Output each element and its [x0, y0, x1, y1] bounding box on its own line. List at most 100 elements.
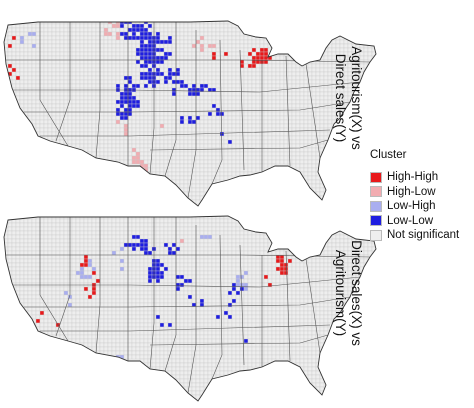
county-cell: [280, 263, 284, 267]
county-cell: [296, 140, 300, 144]
county-cell: [100, 140, 104, 144]
county-cell: [144, 64, 148, 68]
county-cell: [272, 124, 276, 128]
county-cell: [88, 100, 92, 104]
county-cell: [76, 84, 80, 88]
county-cell: [252, 84, 256, 88]
county-cell: [256, 235, 260, 239]
county-cell: [156, 120, 160, 124]
county-cell: [40, 68, 44, 72]
county-cell: [116, 239, 120, 243]
county-cell: [184, 235, 188, 239]
county-cell: [176, 132, 180, 136]
county-cell: [76, 239, 80, 243]
county-cell: [168, 52, 172, 56]
county-cell: [188, 267, 192, 271]
county-cell: [188, 283, 192, 287]
county-cell: [160, 80, 164, 84]
county-cell: [276, 92, 280, 96]
county-cell: [216, 299, 220, 303]
county-cell: [188, 100, 192, 104]
county-cell: [304, 76, 308, 80]
county-cell: [368, 247, 372, 251]
county-cell: [144, 36, 148, 40]
county-cell: [232, 68, 236, 72]
county-cell: [88, 124, 92, 128]
county-cell: [144, 92, 148, 96]
county-cell: [132, 128, 136, 132]
county-cell: [192, 263, 196, 267]
county-cell: [8, 227, 12, 231]
county-cell: [228, 76, 232, 80]
county-cell: [144, 120, 148, 124]
county-cell: [212, 235, 216, 239]
county-cell: [204, 140, 208, 144]
county-cell: [244, 68, 248, 72]
county-cell: [112, 267, 116, 271]
county-cell: [252, 68, 256, 72]
county-cell: [140, 80, 144, 84]
county-cell: [92, 271, 96, 275]
county-cell: [24, 271, 28, 275]
county-cell: [128, 251, 132, 255]
county-cell: [140, 287, 144, 291]
county-cell: [144, 263, 148, 267]
county-cell: [184, 128, 188, 132]
county-cell: [200, 104, 204, 108]
county-cell: [244, 40, 248, 44]
county-cell: [180, 180, 184, 184]
county-cell: [184, 76, 188, 80]
county-cell: [132, 100, 136, 104]
county-cell: [276, 100, 280, 104]
county-cell: [160, 235, 164, 239]
county-cell: [252, 239, 256, 243]
county-cell: [12, 48, 16, 52]
county-cell: [168, 116, 172, 120]
county-cell: [296, 299, 300, 303]
county-cell: [64, 32, 68, 36]
county-cell: [300, 152, 304, 156]
county-cell: [12, 267, 16, 271]
county-cell: [196, 271, 200, 275]
county-cell: [172, 219, 176, 223]
county-cell: [168, 76, 172, 80]
county-cell: [156, 36, 160, 40]
county-cell: [196, 100, 200, 104]
county-cell: [268, 287, 272, 291]
county-cell: [76, 104, 80, 108]
county-cell: [88, 231, 92, 235]
county-cell: [64, 231, 68, 235]
county-cell: [120, 128, 124, 132]
county-cell: [320, 263, 324, 267]
county-cell: [176, 56, 180, 60]
county-cell: [164, 247, 168, 251]
county-cell: [196, 311, 200, 315]
county-cell: [280, 124, 284, 128]
county-cell: [280, 56, 284, 60]
county-cell: [184, 227, 188, 231]
county-cell: [116, 64, 120, 68]
county-cell: [264, 108, 268, 112]
county-cell: [236, 48, 240, 52]
county-cell: [16, 263, 20, 267]
county-cell: [136, 124, 140, 128]
county-cell: [112, 259, 116, 263]
county-cell: [300, 72, 304, 76]
county-cell: [208, 255, 212, 259]
county-cell: [192, 68, 196, 72]
county-cell: [212, 140, 216, 144]
county-cell: [88, 275, 92, 279]
county-cell: [24, 80, 28, 84]
county-cell: [72, 32, 76, 36]
county-cell: [84, 36, 88, 40]
county-cell: [228, 307, 232, 311]
county-cell: [120, 56, 124, 60]
county-cell: [72, 36, 76, 40]
county-cell: [108, 124, 112, 128]
county-cell: [256, 267, 260, 271]
county-cell: [208, 307, 212, 311]
county-cell: [232, 223, 236, 227]
county-cell: [200, 36, 204, 40]
county-cell: [16, 251, 20, 255]
county-cell: [112, 148, 116, 152]
